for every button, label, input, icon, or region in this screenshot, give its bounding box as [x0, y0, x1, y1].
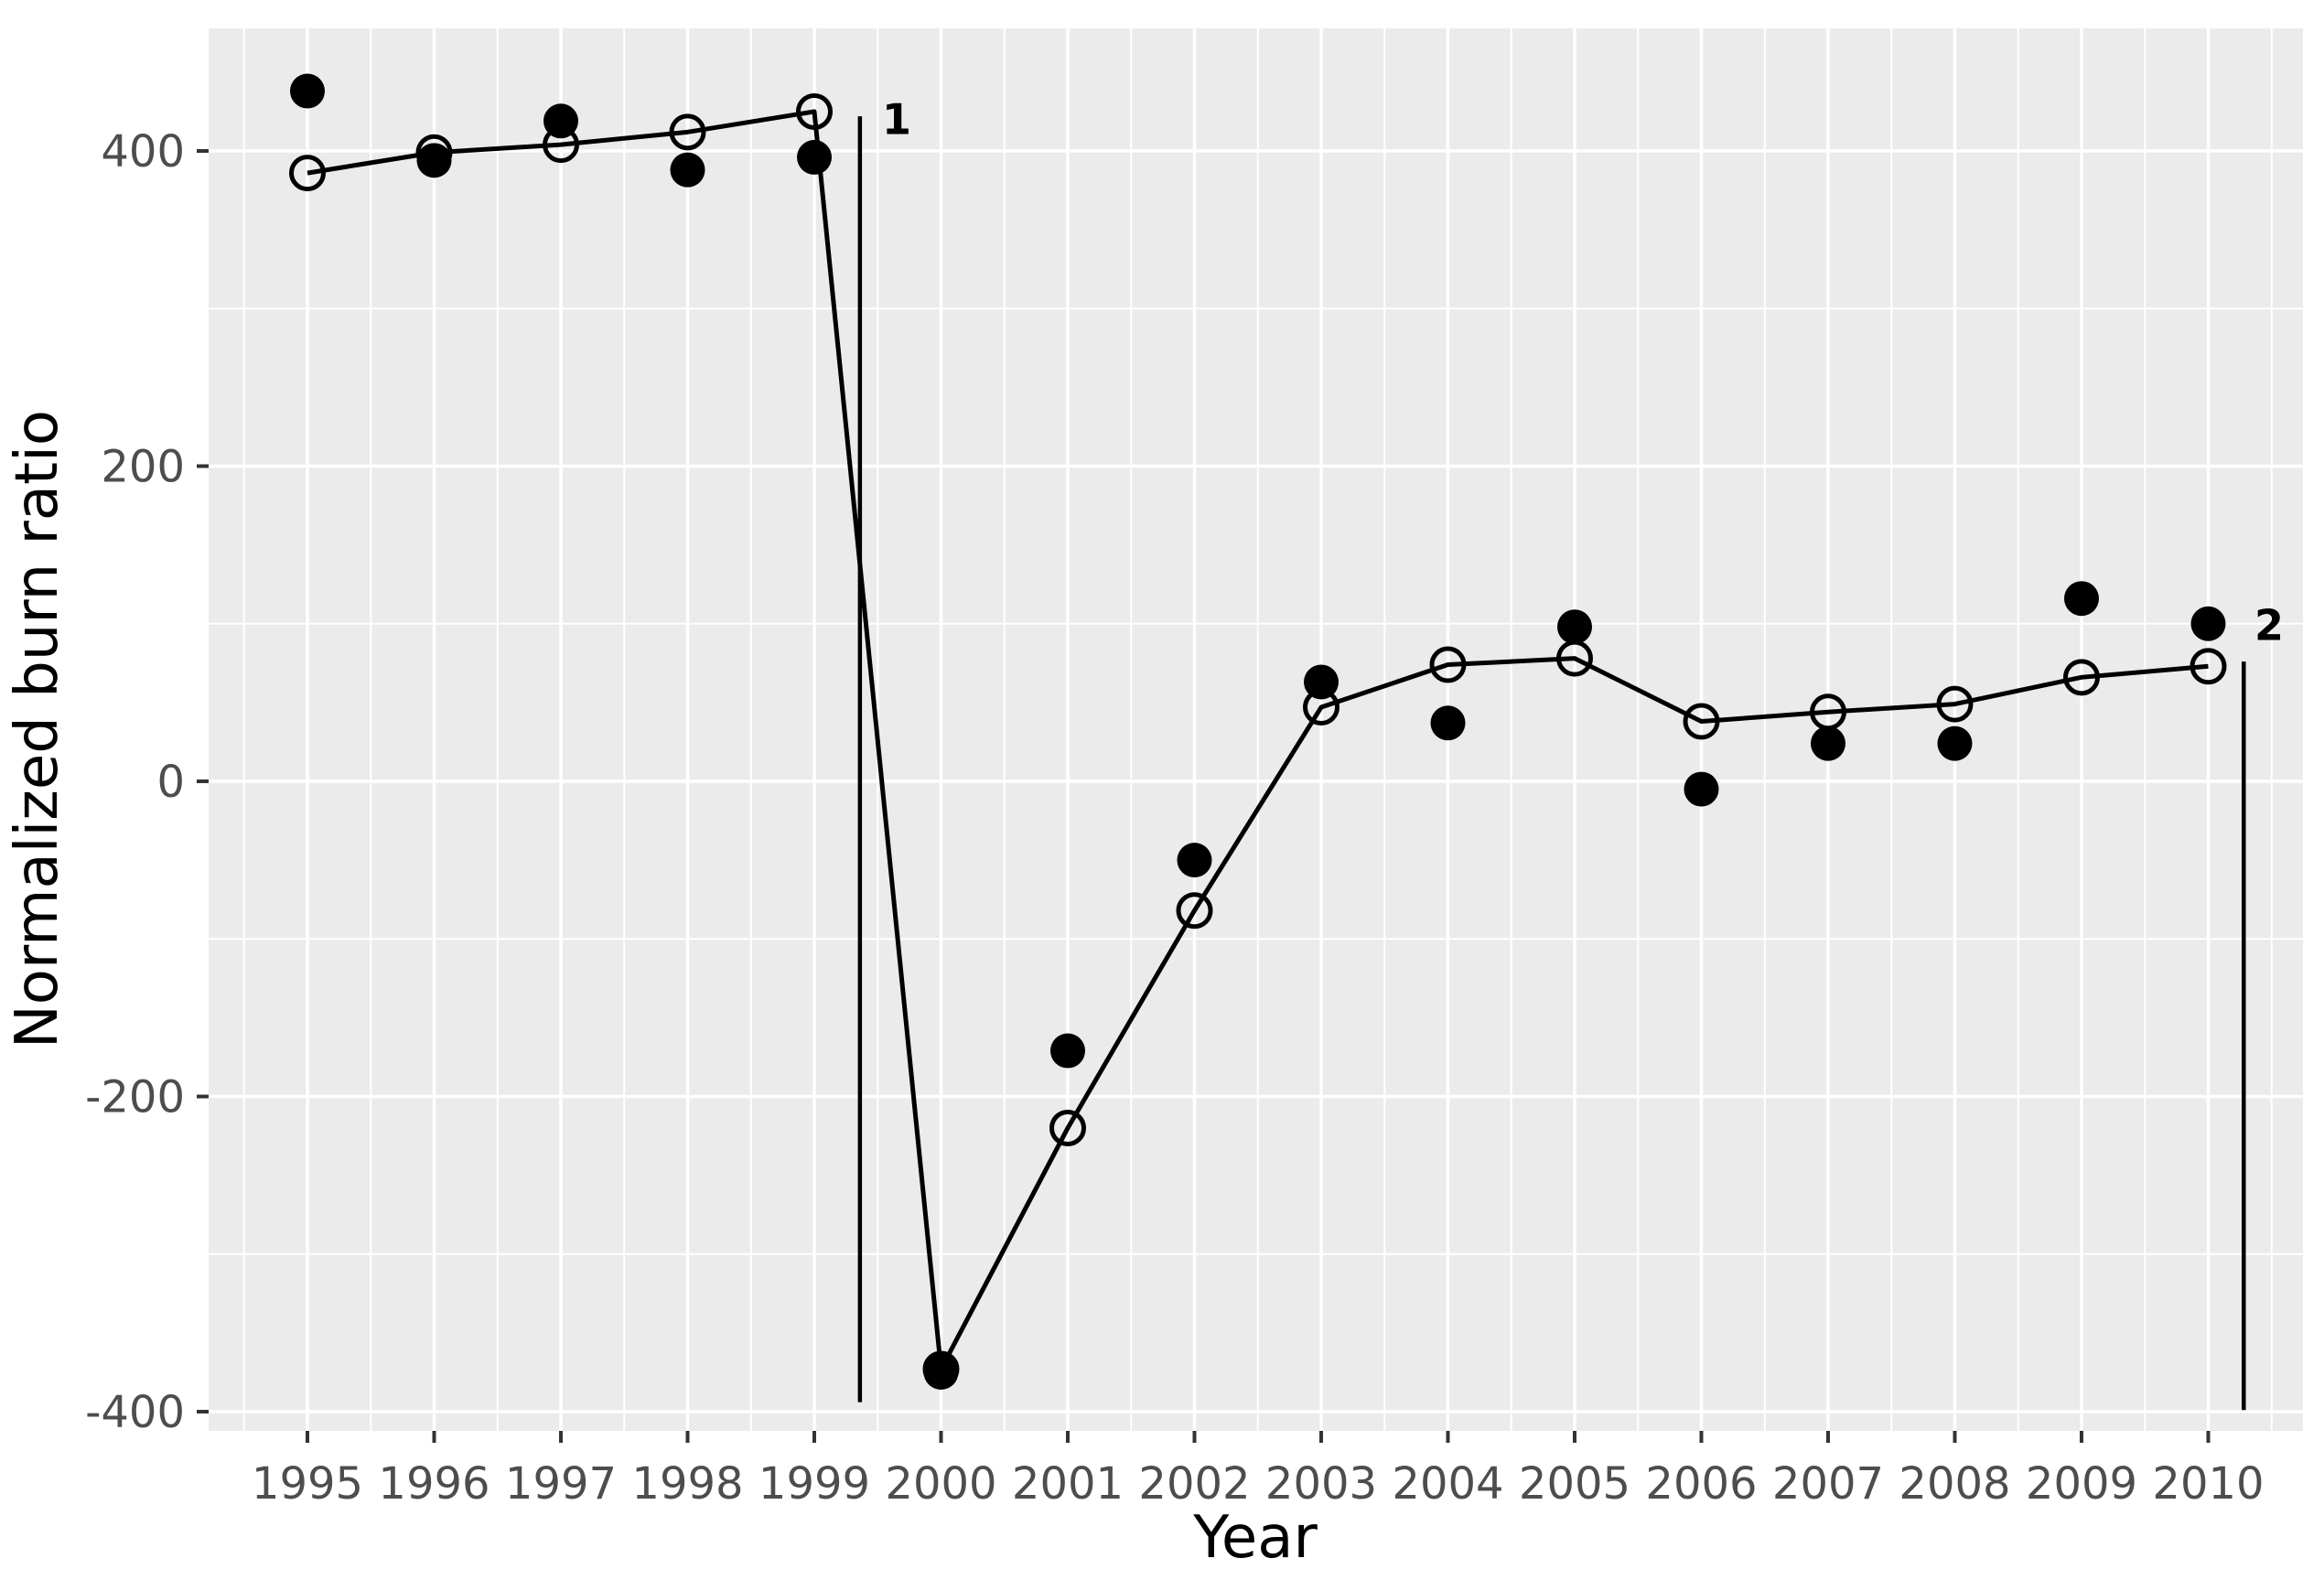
x-tick-label: 1995 [252, 1458, 363, 1510]
x-tick-label: 2006 [1645, 1458, 1757, 1510]
fitted-point-1996 [415, 134, 453, 171]
observed-point-2005 [1557, 609, 1592, 645]
minor-gridlines [209, 28, 2303, 1431]
fitted-point-1998 [669, 113, 706, 151]
observed-point-1995 [290, 73, 325, 109]
x-tick-label: 1999 [759, 1458, 870, 1510]
observed-point-2007 [1811, 726, 1845, 761]
x-tick-label: 2004 [1392, 1458, 1503, 1510]
observed-point-2001 [1050, 1033, 1085, 1069]
x-tick-label: 1997 [505, 1458, 617, 1510]
x-tick-label: 2010 [2152, 1458, 2264, 1510]
x-tick-label: 1998 [631, 1458, 743, 1510]
fitted-point-2001 [1049, 1109, 1086, 1146]
observed-point-1999 [797, 139, 832, 175]
x-tick-label: 2009 [2026, 1458, 2137, 1510]
fitted-point-2005 [1556, 640, 1593, 677]
fitted-point-2006 [1683, 703, 1720, 740]
observed-point-2010 [2190, 606, 2226, 641]
fitted-point-1997 [543, 126, 579, 164]
x-tick-label: 2001 [1012, 1458, 1124, 1510]
y-axis-title: Normalized burn ratio [4, 410, 71, 1048]
axis-ticks [197, 149, 2211, 1443]
observed-point-1996 [416, 143, 452, 178]
fitted-point-2000 [922, 1350, 960, 1388]
fitted-point-2010 [2190, 648, 2227, 685]
fitted-point-2009 [2063, 659, 2100, 696]
observed-point-2006 [1684, 771, 1719, 807]
fitted-point-2007 [1810, 693, 1846, 731]
annotation-labels: 12 [882, 95, 2284, 650]
y-tick-label: 400 [101, 126, 185, 177]
event-label-1: 1 [882, 95, 911, 145]
y-tick-label: 0 [156, 757, 185, 808]
axis-tick-labels: 1995 1996 1997 1998 1999 2000 2001 2002 2003 2004… [85, 126, 2265, 1510]
fitted-point-2008 [1936, 685, 1974, 723]
observed-point-2004 [1430, 705, 1466, 741]
event-label-2: 2 [2254, 600, 2284, 650]
fitted-point-1999 [796, 92, 833, 130]
annotation-lines [857, 116, 2246, 1411]
x-tick-label: 2005 [1519, 1458, 1630, 1510]
fitted-points [289, 92, 2227, 1388]
y-tick-label: -400 [85, 1387, 185, 1438]
x-tick-label: 2008 [1899, 1458, 2010, 1510]
fitted-point-2003 [1303, 689, 1340, 726]
observed-point-1998 [670, 152, 705, 188]
plot-panel [209, 28, 2303, 1431]
major-gridlines [209, 28, 2303, 1431]
observed-point-2002 [1177, 843, 1212, 878]
x-tick-label: 2007 [1772, 1458, 1884, 1510]
x-tick-label: 2002 [1138, 1458, 1250, 1510]
observed-point-2003 [1304, 664, 1339, 700]
observed-point-2009 [2064, 581, 2099, 617]
x-tick-label: 2003 [1265, 1458, 1377, 1510]
fitted-point-2002 [1176, 892, 1213, 930]
fitted-line [307, 109, 2209, 1371]
observed-point-2008 [1937, 726, 1973, 761]
fitted-point-1995 [289, 155, 326, 192]
x-tick-label: 2000 [885, 1458, 996, 1510]
x-axis-title: Year [1192, 1504, 1318, 1572]
fitted-point-2004 [1429, 646, 1467, 683]
fitted-trend-line [307, 109, 2209, 1371]
y-tick-label: 200 [101, 442, 185, 493]
y-tick-label: -200 [85, 1072, 185, 1123]
x-tick-label: 1996 [378, 1458, 490, 1510]
